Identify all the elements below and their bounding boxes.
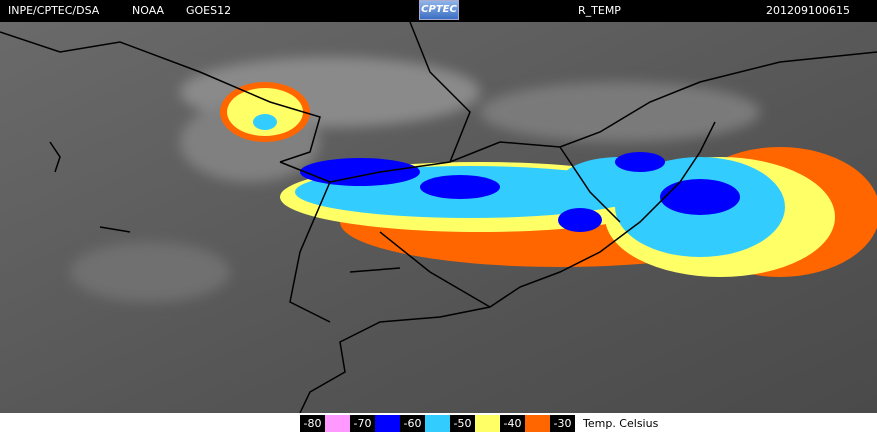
satellite: GOES12 [186,4,232,17]
legend-label: -60 [400,415,425,432]
legend-label: -30 [550,415,575,432]
agency: NOAA [132,4,165,17]
legend-swatch [425,415,450,432]
product: R_TEMP [578,4,621,17]
header-bar: INPE/CPTEC/DSA NOAA GOES12 CPTEC R_TEMP … [0,0,877,22]
source: INPE/CPTEC/DSA [8,4,100,17]
legend-swatch [375,415,400,432]
legend-label: -40 [500,415,525,432]
timestamp: 201209100615 [766,4,850,17]
logo: CPTEC [419,0,459,20]
satellite-image [0,22,877,413]
legend-label: -70 [350,415,375,432]
legend-label: -50 [450,415,475,432]
borders [0,22,877,413]
legend-swatch [525,415,550,432]
legend-label: -80 [300,415,325,432]
legend-unit: Temp. Celsius [583,417,659,430]
legend-swatch [325,415,350,432]
legend: Temp. Celsius -80 -70 -60 -50 -40 -30 [0,413,877,434]
cold-clouds [220,82,877,277]
legend-swatch [475,415,500,432]
